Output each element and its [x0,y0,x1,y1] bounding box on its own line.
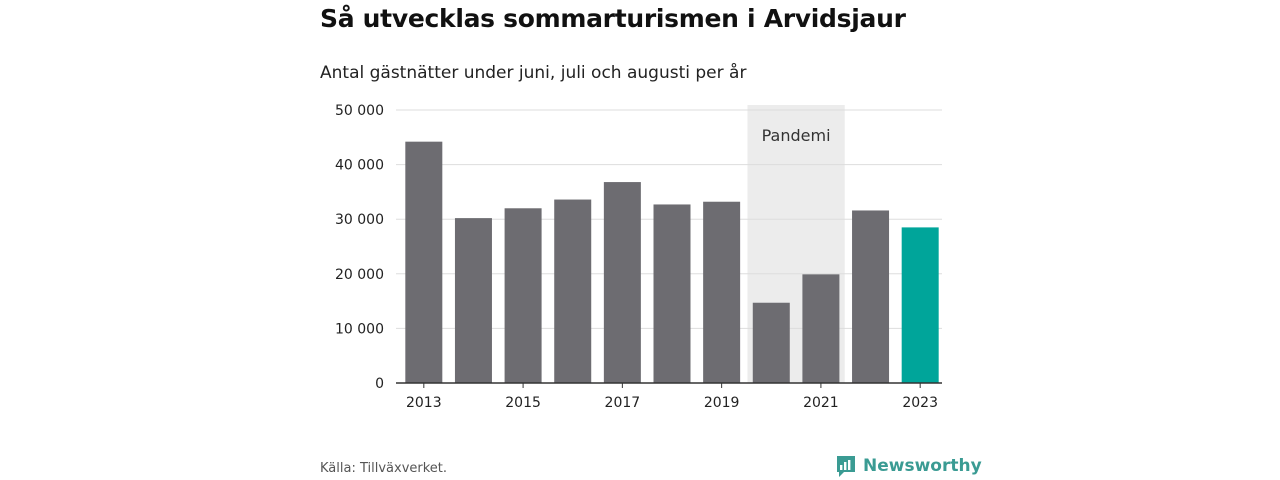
newsworthy-brand[interactable]: Newsworthy [835,454,982,478]
x-tick-label: 2017 [605,395,641,411]
y-tick-label: 20 000 [335,267,384,283]
x-tick-label: 2023 [902,395,938,411]
newsworthy-logo-icon [837,456,855,477]
x-tick-label: 2013 [406,395,442,411]
bar-2017 [603,182,641,383]
pandemic-label: Pandemi [762,126,831,145]
bar-2013 [405,141,443,383]
bar-2023 [901,227,939,383]
bar-2015 [504,208,542,383]
brand-name: Newsworthy [863,456,982,476]
source-note: Källa: Tillväxverket. [320,461,448,476]
bar-2016 [554,199,592,383]
chart-title: Så utvecklas sommarturismen i Arvidsjaur [320,4,906,33]
x-tick-label: 2015 [505,395,541,411]
y-tick-label: 40 000 [335,158,384,174]
bar-2019 [703,201,741,383]
bar-2018 [653,204,691,383]
x-tick-label: 2021 [803,395,839,411]
bar-2014 [454,218,492,383]
bar-2022 [852,210,890,383]
x-tick-label: 2019 [704,395,740,411]
bar-2020 [752,302,790,383]
y-tick-label: 10 000 [335,321,384,337]
bar-2021 [802,274,840,383]
chart-subtitle: Antal gästnätter under juni, juli och au… [320,63,747,83]
y-tick-label: 0 [375,376,384,392]
y-tick-label: 50 000 [335,103,384,119]
bar-chart: Pandemi 0 10 000 20 000 30 000 40 000 50 000 20… [335,103,942,411]
y-tick-label: 30 000 [335,212,384,228]
